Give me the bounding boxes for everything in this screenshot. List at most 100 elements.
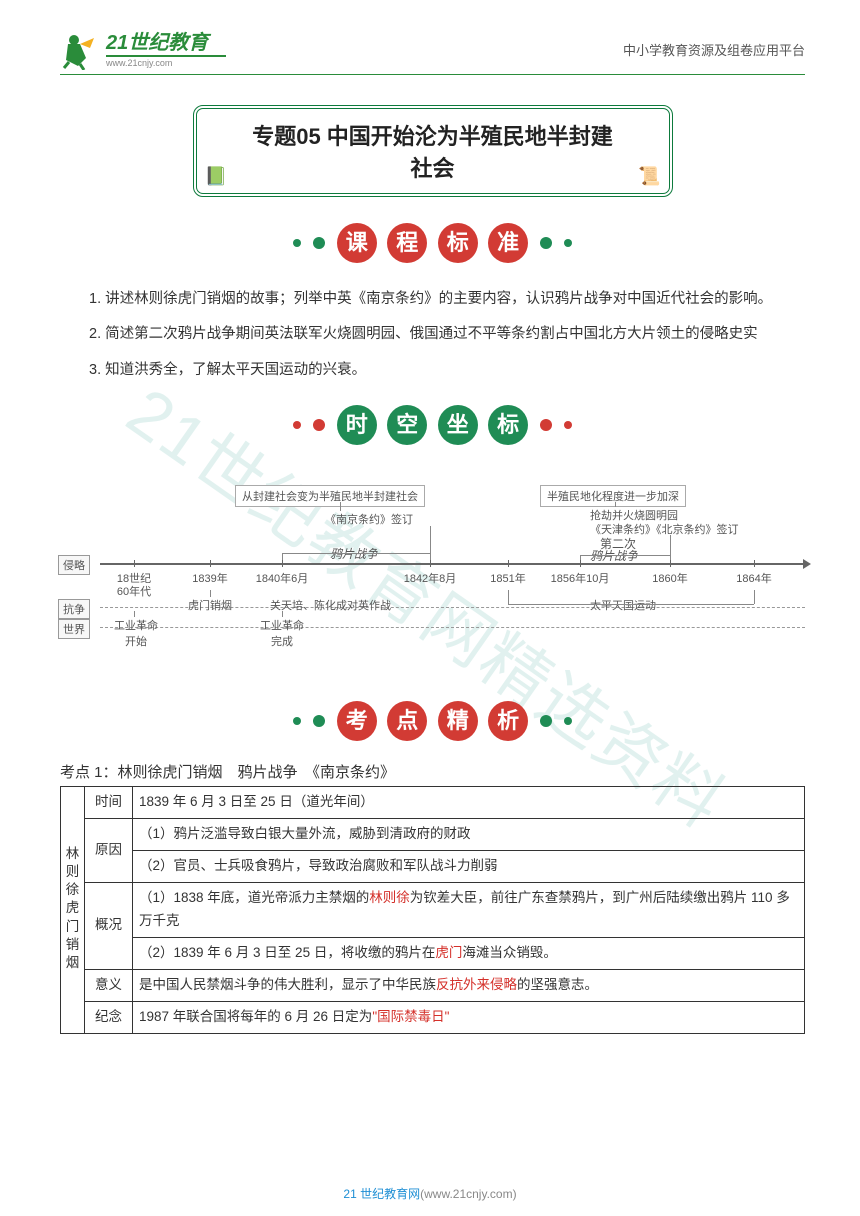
cell-value: （2）1839 年 6 月 3 日至 25 日，将收缴的鸦片在虎门海滩当众销毁。 (133, 937, 805, 969)
section-char: 程 (387, 223, 427, 263)
dot-decor (293, 239, 301, 247)
tl-connector (340, 502, 341, 511)
section-char: 坐 (438, 405, 478, 445)
footer-blue: 21 世纪教育网 (343, 1187, 420, 1201)
tl-date: 1851年 (490, 573, 525, 586)
tl-span-line (134, 611, 135, 617)
tl-r3-b: 工业革命完成 (260, 617, 304, 649)
dot-decor (313, 715, 325, 727)
logo-main-text: 21世纪教育 (106, 33, 226, 53)
table-row: （2）1839 年 6 月 3 日至 25 日，将收缴的鸦片在虎门海滩当众销毁。 (61, 937, 805, 969)
tl-span-line (508, 604, 754, 605)
row-label-world: 世界 (58, 619, 90, 639)
tl-span-line (210, 590, 211, 597)
dot-decor (564, 239, 572, 247)
cell-header: 原因 (85, 818, 133, 882)
tl-date: 1864年 (736, 573, 771, 586)
cell-vertical-title: 林则徐虎门销烟 (61, 787, 85, 1034)
table-row: 意义 是中国人民禁烟斗争的伟大胜利，显示了中华民族反抗外来侵略的坚强意志。 (61, 969, 805, 1001)
header-right-text: 中小学教育资源及组卷应用平台 (623, 40, 805, 59)
tl-dashed (100, 627, 805, 628)
tl-date: 1840年6月 (256, 573, 309, 586)
tl-r2-c: 太平天国运动 (590, 597, 656, 613)
logo-sub-text: www.21cnjy.com (106, 59, 226, 68)
para-1: 1. 讲述林则徐虎门销烟的故事；列举中英《南京条约》的主要内容，认识鸦片战争对中… (60, 283, 805, 316)
cell-header: 纪念 (85, 1001, 133, 1033)
tl-span-line (508, 590, 509, 604)
dot-decor (313, 419, 325, 431)
cell-value: （1）鸦片泛滥导致白银大量外流，威胁到清政府的财政 (133, 818, 805, 850)
timeline: 从封建社会变为半殖民地半封建社会 半殖民地化程度进一步加深 《南京条约》签订 抢… (60, 485, 805, 675)
tl-date: 1860年 (652, 573, 687, 586)
section-char: 准 (488, 223, 528, 263)
section-head-timeline: 时 空 坐 标 (60, 405, 805, 445)
section-char: 考 (337, 701, 377, 741)
cell-value: 1839 年 6 月 3 日至 25 日（道光年间） (133, 787, 805, 819)
tl-date: 1839年 (192, 573, 227, 586)
logo: 21世纪教育 www.21cnjy.com (60, 30, 226, 70)
header-underline (60, 74, 805, 75)
tl-r2-a: 虎门销烟 (188, 597, 232, 613)
section-char: 标 (488, 405, 528, 445)
table-row: 纪念 1987 年联合国将每年的 6 月 26 日定为"国际禁毒日" (61, 1001, 805, 1033)
para-3: 3. 知道洪秀全，了解太平天国运动的兴衰。 (60, 354, 805, 387)
cell-header: 时间 (85, 787, 133, 819)
dot-decor (313, 237, 325, 249)
table-row: 林则徐虎门销烟 时间 1839 年 6 月 3 日至 25 日（道光年间） (61, 787, 805, 819)
kaodian-title: 考点 1：林则徐虎门销烟 鸦片战争 《南京条约》 (60, 761, 805, 782)
title-line2: 社会 (211, 151, 655, 183)
title-line1: 专题05 中国开始沦为半殖民地半封建 (211, 119, 655, 151)
header: 21世纪教育 www.21cnjy.com 中小学教育资源及组卷应用平台 (60, 30, 805, 70)
timeline-axis (100, 563, 805, 565)
cell-header: 意义 (85, 969, 133, 1001)
tl-span-line (282, 553, 430, 554)
tl-box-right: 半殖民地化程度进一步加深 (540, 485, 686, 507)
dot-decor (564, 421, 572, 429)
cell-value: 1987 年联合国将每年的 6 月 26 日定为"国际禁毒日" (133, 1001, 805, 1033)
tl-connector (615, 502, 616, 507)
dot-decor (540, 419, 552, 431)
table-row: 概况 （1）1838 年底，道光帝派力主禁烟的林则徐为钦差大臣，前往广东查禁鸦片… (61, 882, 805, 937)
book-icon: 📗 (205, 166, 227, 187)
title-box: 专题05 中国开始沦为半殖民地半封建 社会 📗 📜 (193, 105, 673, 197)
row-label-invasion: 侵略 (58, 555, 90, 575)
section-char: 课 (337, 223, 377, 263)
logo-line (106, 55, 226, 57)
section-head-analysis: 考 点 精 析 (60, 701, 805, 741)
cell-value: （2）官员、士兵吸食鸦片，导致政治腐败和军队战斗力削弱 (133, 850, 805, 882)
section-char: 标 (438, 223, 478, 263)
footer-grey: (www.21cnjy.com) (420, 1187, 516, 1201)
section-char: 点 (387, 701, 427, 741)
tl-date: 18世纪60年代 (117, 573, 151, 599)
dot-decor (540, 237, 552, 249)
section-char: 时 (337, 405, 377, 445)
para-2: 2. 简述第二次鸦片战争期间英法联军火烧圆明园、俄国通过不平等条约割占中国北方大… (60, 318, 805, 351)
section-char: 析 (488, 701, 528, 741)
section-head-standards: 课 程 标 准 (60, 223, 805, 263)
cell-value: 是中国人民禁烟斗争的伟大胜利，显示了中华民族反抗外来侵略的坚强意志。 (133, 969, 805, 1001)
scroll-icon: 📜 (638, 166, 660, 187)
kaodian-table: 林则徐虎门销烟 时间 1839 年 6 月 3 日至 25 日（道光年间） 原因… (60, 786, 805, 1034)
logo-icon (60, 30, 100, 70)
tl-r3-a: 工业革命开始 (114, 617, 158, 649)
page: 21世纪教育 www.21cnjy.com 中小学教育资源及组卷应用平台 专题0… (0, 0, 860, 1044)
tl-span-line (282, 611, 283, 617)
tl-date: 1856年10月 (551, 573, 610, 586)
tl-span-line (754, 590, 755, 604)
cell-header: 概况 (85, 882, 133, 969)
footer: 21 世纪教育网(www.21cnjy.com) (0, 1185, 860, 1202)
tl-date: 1842年8月 (404, 573, 457, 586)
cell-value: （1）1838 年底，道光帝派力主禁烟的林则徐为钦差大臣，前往广东查禁鸦片，到广… (133, 882, 805, 937)
tl-r2-b: 关天培、陈化成对英作战 (270, 597, 391, 613)
dot-decor (293, 421, 301, 429)
dot-decor (564, 717, 572, 725)
section-char: 空 (387, 405, 427, 445)
tl-mid-left: 《南京条约》签订 (325, 511, 413, 527)
tl-span-line (580, 555, 670, 556)
table-row: 原因 （1）鸦片泛滥导致白银大量外流，威胁到清政府的财政 (61, 818, 805, 850)
row-label-resist: 抗争 (58, 599, 90, 619)
table-row: （2）官员、士兵吸食鸦片，导致政治腐败和军队战斗力削弱 (61, 850, 805, 882)
dot-decor (540, 715, 552, 727)
tl-box-left: 从封建社会变为半殖民地半封建社会 (235, 485, 425, 507)
section-char: 精 (438, 701, 478, 741)
